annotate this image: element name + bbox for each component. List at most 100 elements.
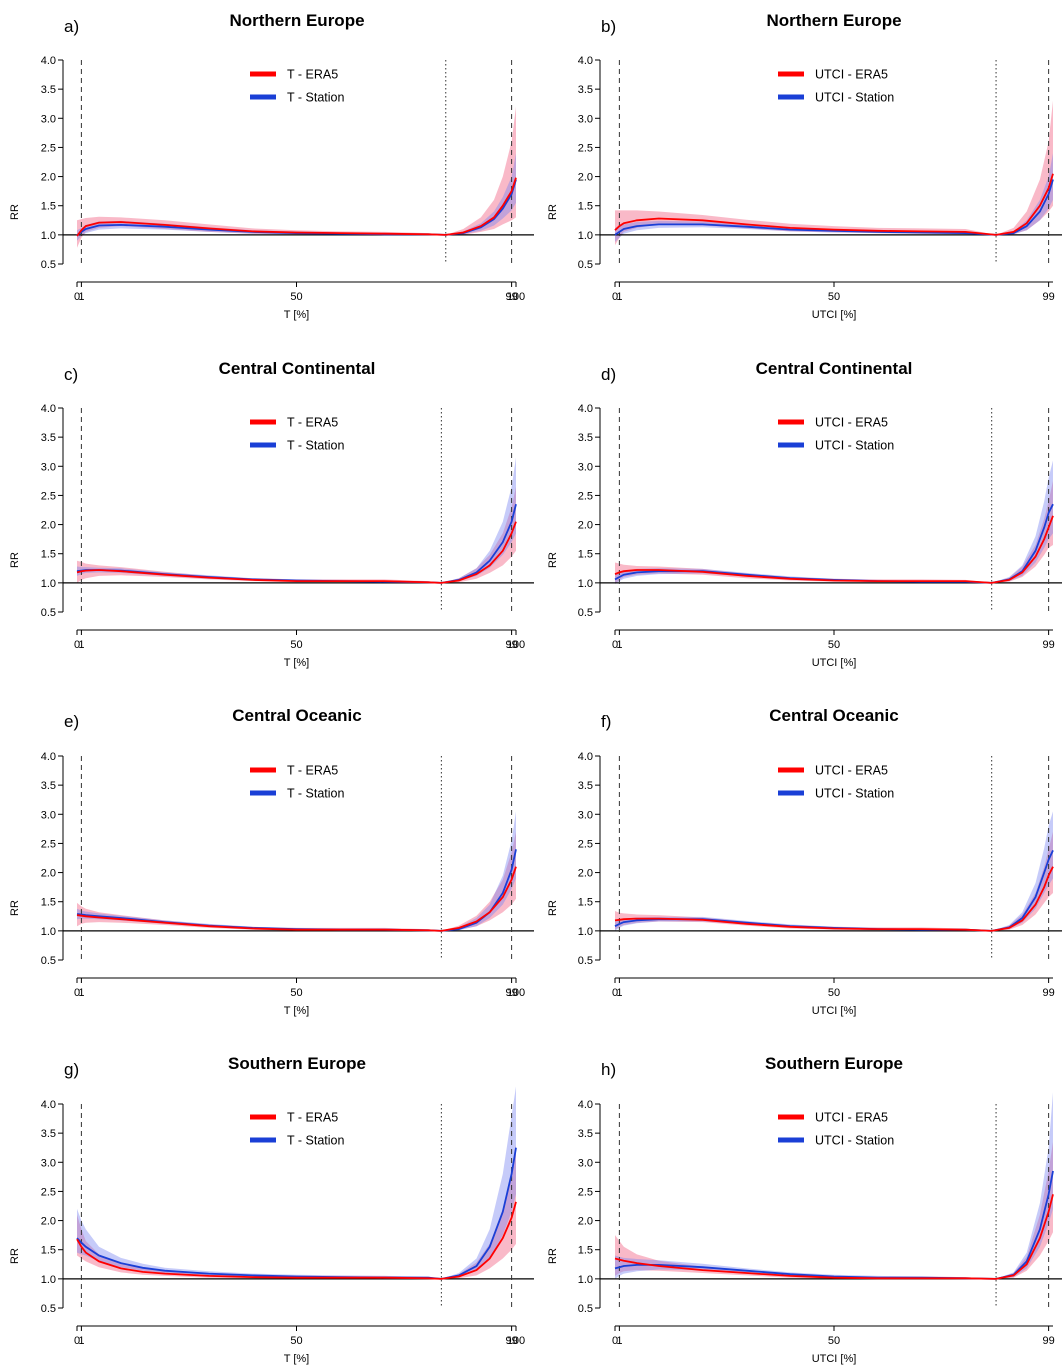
x-tick-label: 1 [78,291,84,303]
x-tick-label: 99 [505,1335,517,1347]
confidence-band-t-era5 [77,486,516,583]
series-line-utci-era5 [614,1194,1054,1280]
confidence-band-t-era5 [77,1144,516,1280]
x-tick-label: 100 [507,987,525,999]
x-axis-label: UTCI [%] [812,309,857,321]
y-tick-label: 0.5 [41,607,56,619]
x-tick-label: 99 [1042,639,1054,651]
confidence-band-utci-era5 [615,480,1053,584]
x-tick-label: 99 [505,291,517,303]
y-tick-label: 3.0 [578,113,593,125]
x-axis-label: UTCI [%] [812,1005,857,1017]
y-tick-label: 3.0 [41,461,56,473]
confidence-band-utci-station [615,811,1053,931]
chart-panel-a: a) Northern Europe 0.5 1.0 1.5 2.0 2.5 3.0 3.5 4.… [9,11,534,321]
legend-label: T - ERA5 [287,68,338,82]
chart-title: Northern Europe [229,11,364,30]
x-tick-label: 0 [612,639,618,651]
x-tick-label: 100 [507,291,525,303]
y-tick-label: 2.0 [578,1216,593,1228]
y-tick-label: 3.5 [578,84,593,96]
x-tick-label: 1 [78,639,84,651]
y-tick-label: 2.0 [41,1216,56,1228]
y-tick-label: 3.5 [578,780,593,792]
confidence-band-utci-station [615,1092,1053,1279]
x-tick-label: 0 [74,291,80,303]
x-axis-label: T [%] [284,309,309,321]
confidence-band-utci-era5 [615,831,1053,931]
y-tick-label: 1.5 [41,201,56,213]
confidence-band-utci-station [615,460,1053,584]
x-axis-label: T [%] [284,1005,309,1017]
legend-label: UTCI - Station [815,91,894,105]
legend-label: T - Station [287,91,344,105]
x-tick-label: 99 [505,639,517,651]
x-tick-label: 0 [74,1335,80,1347]
chart-title: Central Continental [756,359,913,378]
y-tick-label: 0.5 [578,607,593,619]
series-line-t-era5 [76,1201,517,1280]
chart-title: Central Continental [219,359,376,378]
y-tick-label: 1.0 [578,926,593,938]
series-line-utci-station [614,179,1054,236]
confidence-band-utci-era5 [615,100,1053,246]
panel-label: a) [64,17,79,36]
confidence-band-t-station [77,153,516,241]
x-tick-label: 50 [828,291,840,303]
y-axis-label: RR [9,204,21,220]
x-tick-label: 0 [74,987,80,999]
y-tick-label: 3.5 [578,1128,593,1140]
x-axis-label: T [%] [284,1353,309,1365]
y-tick-label: 3.0 [41,809,56,821]
x-tick-label: 100 [507,639,525,651]
x-tick-label: 50 [290,639,302,651]
y-tick-label: 0.5 [41,259,56,271]
y-tick-label: 1.5 [578,201,593,213]
confidence-band-t-station [77,1086,516,1279]
series-line-t-era5 [76,521,517,584]
panel-label: d) [601,365,616,384]
y-tick-label: 4.0 [41,403,56,415]
chart-panel-f: f) Central Oceanic 0.5 1.0 1.5 2.0 2.5 3.0 3.5 4.… [547,706,1062,1017]
chart-title: Central Oceanic [232,706,361,725]
chart-title: Central Oceanic [769,706,898,725]
y-tick-label: 3.0 [41,113,56,125]
y-tick-label: 2.5 [41,490,56,502]
legend-label: UTCI - ERA5 [815,1111,888,1125]
confidence-band-t-station [77,811,516,931]
series-line-t-station [76,1147,517,1280]
x-tick-label: 99 [505,987,517,999]
y-tick-label: 2.5 [41,1186,56,1198]
y-tick-label: 1.5 [578,1245,593,1257]
chart-title: Southern Europe [228,1054,366,1073]
confidence-band-t-era5 [77,831,516,932]
y-tick-label: 2.5 [578,142,593,154]
chart-panel-c: c) Central Continental 0.5 1.0 1.5 2.0 2.5 3.0 3… [9,359,534,669]
legend-label: T - ERA5 [287,1111,338,1125]
y-tick-label: 3.0 [578,461,593,473]
legend-label: T - Station [287,787,344,801]
y-tick-label: 3.5 [578,432,593,444]
chart-panel-h: h) Southern Europe 0.5 1.0 1.5 2.0 2.5 3.0 3.5 4.… [547,1054,1062,1365]
y-tick-label: 4.0 [578,55,593,67]
series-line-utci-era5 [614,866,1054,932]
y-tick-label: 1.5 [41,549,56,561]
y-tick-label: 0.5 [41,1303,56,1315]
y-tick-label: 1.0 [578,230,593,242]
x-tick-label: 1 [78,1335,84,1347]
x-tick-label: 50 [828,987,840,999]
x-tick-label: 0 [612,987,618,999]
confidence-band-t-station [77,457,516,583]
legend-label: UTCI - ERA5 [815,764,888,778]
x-tick-label: 0 [74,639,80,651]
chart-panel-g: g) Southern Europe 0.5 1.0 1.5 2.0 2.5 3.0 3.5 4.… [9,1054,534,1365]
chart-panel-e: e) Central Oceanic 0.5 1.0 1.5 2.0 2.5 3.0 3.5 4.… [9,706,534,1017]
y-tick-label: 1.0 [41,578,56,590]
y-tick-label: 2.0 [578,520,593,532]
series-line-t-era5 [76,866,517,932]
y-tick-label: 3.5 [41,1128,56,1140]
x-tick-label: 0 [612,1335,618,1347]
y-tick-label: 2.0 [578,868,593,880]
x-tick-label: 50 [290,1335,302,1347]
x-axis-label: UTCI [%] [812,1353,857,1365]
